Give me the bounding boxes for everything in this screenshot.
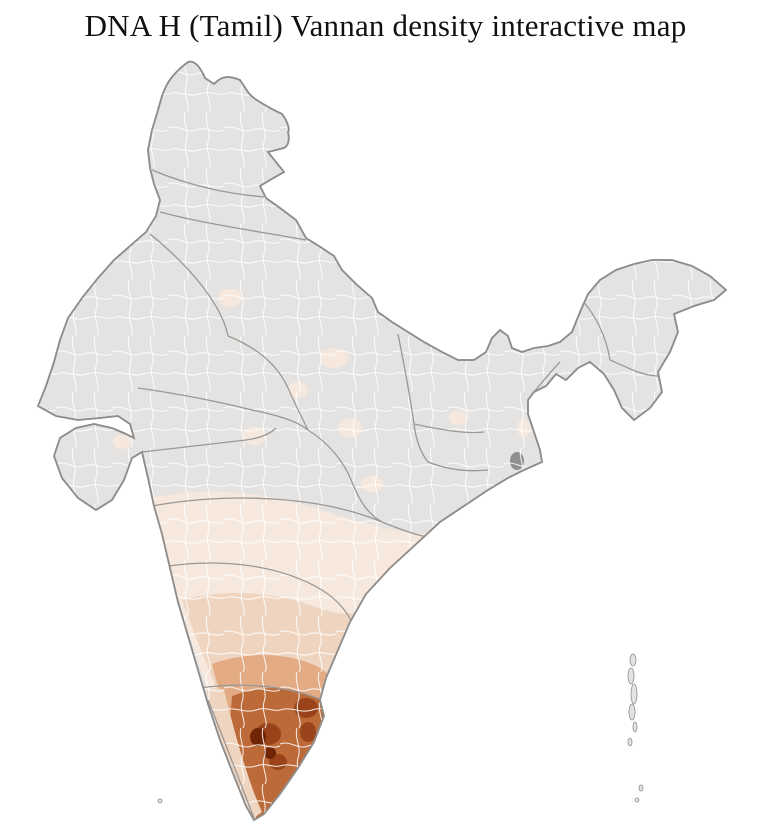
island[interactable] [632, 721, 638, 733]
island[interactable] [638, 784, 644, 792]
island[interactable] [629, 653, 637, 667]
island[interactable] [627, 667, 635, 685]
page-title: DNA H (Tamil) Vannan density interactive… [84, 8, 687, 43]
island-districts[interactable] [157, 653, 644, 804]
island[interactable] [628, 703, 636, 721]
island[interactable] [630, 683, 638, 705]
island[interactable] [157, 798, 163, 804]
island[interactable] [634, 797, 640, 803]
island[interactable] [627, 737, 633, 747]
